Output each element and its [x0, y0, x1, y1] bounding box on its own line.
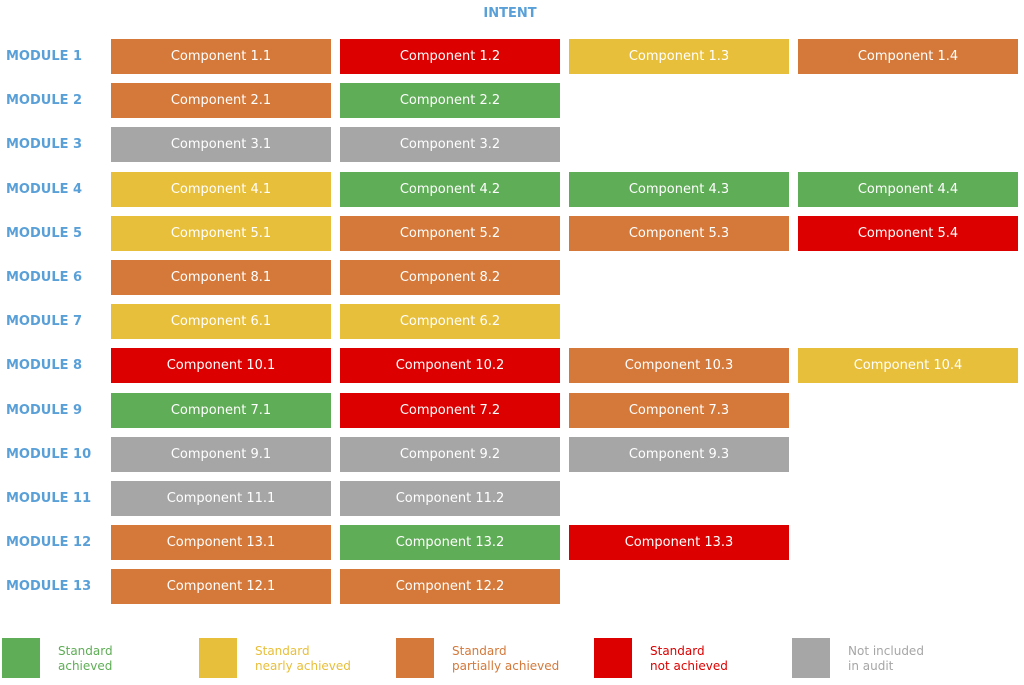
module-label: MODULE 12	[6, 535, 92, 551]
component-cell: Component 3.1	[111, 127, 331, 163]
module-row: MODULE 1 Component 1.1 Component 1.2 Compon…	[0, 39, 1024, 74]
module-row: MODULE 8 Component 10.1 Component 10.2 Comp…	[0, 348, 1024, 384]
component-cell: Component 10.2	[340, 348, 560, 384]
component-cell: Component 1.1	[111, 39, 331, 74]
component-cell: Component 5.4	[798, 215, 1018, 251]
component-cell: Component 10.1	[111, 348, 331, 384]
component-cell: Component 2.2	[340, 83, 560, 119]
module-row: MODULE 12 Component 13.1 Component 13.2 Com…	[0, 525, 1024, 561]
component-cell: Component 1.2	[340, 39, 560, 74]
module-row: MODULE 2 Component 2.1 Component 2.2	[0, 83, 1024, 119]
component-cell: Component 9.1	[111, 436, 331, 472]
component-cell: Component 9.2	[340, 436, 560, 472]
module-label: MODULE 13	[6, 579, 92, 595]
component-cell: Component 4.3	[569, 171, 789, 207]
module-label: MODULE 10	[6, 446, 92, 462]
legend-swatch	[2, 638, 40, 678]
component-cell: Component 1.4	[798, 39, 1018, 74]
component-cell: Component 7.2	[340, 392, 560, 428]
component-cell: Component 12.1	[111, 569, 331, 605]
legend-label: Standard achieved	[58, 644, 113, 673]
component-cell: Component 5.1	[111, 215, 331, 251]
component-cell: Component 5.2	[340, 215, 560, 251]
legend-label: Standard partially achieved	[452, 644, 560, 673]
component-cell: Component 5.3	[569, 215, 789, 251]
module-label: MODULE 6	[6, 270, 83, 285]
component-cell: Component 12.2	[340, 569, 560, 605]
component-cell: Component 7.3	[569, 392, 789, 428]
component-cell: Component 6.2	[340, 304, 560, 340]
component-cell: Component 4.4	[798, 171, 1018, 207]
module-row: MODULE 10 Component 9.1 Component 9.2 Compo…	[0, 436, 1024, 472]
component-cell: Component 6.1	[111, 304, 331, 340]
module-label: MODULE 11	[6, 491, 92, 506]
component-cell: Component 11.2	[340, 481, 560, 516]
module-row: MODULE 11 Component 11.1 Component 11.2	[0, 481, 1024, 516]
module-label: MODULE 8	[6, 358, 83, 374]
module-row: MODULE 7 Component 6.1 Component 6.2	[0, 304, 1024, 340]
component-cell: Component 1.3	[569, 39, 789, 74]
module-label: MODULE 4	[6, 181, 83, 197]
legend-label: Not included in audit	[848, 644, 924, 673]
component-cell: Component 8.1	[111, 260, 331, 295]
component-cell: Component 8.2	[340, 260, 560, 295]
module-label: MODULE 5	[6, 225, 83, 241]
intent-heading: INTENT	[483, 6, 537, 21]
component-cell: Component 13.3	[569, 525, 789, 561]
module-row: MODULE 3 Component 3.1 Component 3.2	[0, 127, 1024, 163]
module-row: MODULE 5 Component 5.1 Component 5.2 Compon…	[0, 215, 1024, 251]
module-label: MODULE 9	[6, 402, 83, 418]
component-cell: Component 7.1	[111, 392, 331, 428]
component-cell: Component 9.3	[569, 436, 789, 472]
component-cell: Component 3.2	[340, 127, 560, 163]
component-cell: Component 4.2	[340, 171, 560, 207]
module-row: MODULE 13 Component 12.1 Component 12.2	[0, 569, 1024, 605]
component-cell: Component 4.1	[111, 171, 331, 207]
module-row: MODULE 9 Component 7.1 Component 7.2 Compon…	[0, 392, 1024, 428]
component-cell: Component 2.1	[111, 83, 331, 119]
legend-swatch	[792, 638, 830, 678]
module-label: MODULE 1	[6, 49, 83, 64]
component-cell: Component 10.3	[569, 348, 789, 384]
module-row: MODULE 6 Component 8.1 Component 8.2	[0, 260, 1024, 295]
component-cell: Component 13.2	[340, 525, 560, 561]
component-cell: Component 10.4	[798, 348, 1018, 384]
module-row: MODULE 4 Component 4.1 Component 4.2 Compon…	[0, 171, 1024, 207]
component-cell: Component 11.1	[111, 481, 331, 516]
legend-swatch	[594, 638, 632, 678]
module-label: MODULE 2	[6, 93, 83, 109]
module-label: MODULE 7	[6, 314, 83, 330]
legend-label: Standard not achieved	[650, 644, 728, 673]
legend-swatch	[396, 638, 434, 678]
legend-swatch	[199, 638, 237, 678]
component-cell: Component 13.1	[111, 525, 331, 561]
module-label: MODULE 3	[6, 137, 83, 153]
status-legend: Standard achieved Standard nearly achieved S…	[0, 638, 1024, 678]
legend-label: Standard nearly achieved	[255, 644, 351, 673]
